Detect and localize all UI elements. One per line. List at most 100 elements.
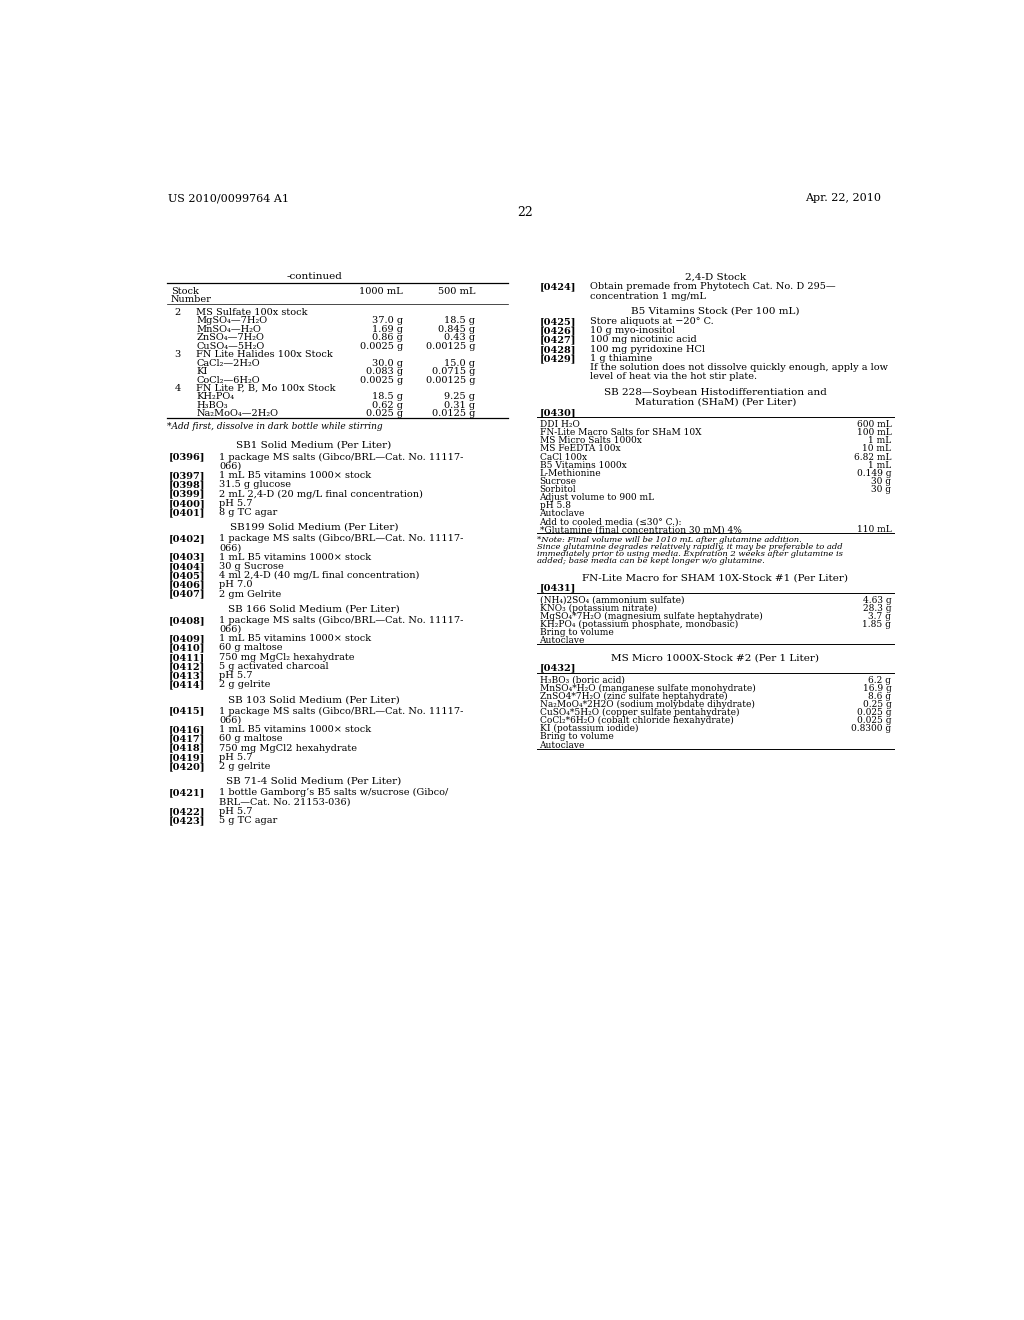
Text: 500 mL: 500 mL xyxy=(437,286,475,296)
Text: 4.63 g: 4.63 g xyxy=(863,595,891,605)
Text: [0397]: [0397] xyxy=(169,471,206,480)
Text: MnSO₄—H₂O: MnSO₄—H₂O xyxy=(197,325,261,334)
Text: [0401]: [0401] xyxy=(169,508,206,517)
Text: 0.00125 g: 0.00125 g xyxy=(426,376,475,384)
Text: 0.149 g: 0.149 g xyxy=(857,469,891,478)
Text: MS Sulfate 100x stock: MS Sulfate 100x stock xyxy=(197,308,307,317)
Text: SB 71-4 Solid Medium (Per Liter): SB 71-4 Solid Medium (Per Liter) xyxy=(226,776,401,785)
Text: ZnSO₄—7H₂O: ZnSO₄—7H₂O xyxy=(197,333,264,342)
Text: FN Lite Halides 100x Stock: FN Lite Halides 100x Stock xyxy=(197,350,333,359)
Text: 1000 mL: 1000 mL xyxy=(359,286,403,296)
Text: 1.69 g: 1.69 g xyxy=(372,325,403,334)
Text: [0423]: [0423] xyxy=(169,816,206,825)
Text: 0.43 g: 0.43 g xyxy=(444,333,475,342)
Text: *Glutamine (final concentration 30 mM) 4%: *Glutamine (final concentration 30 mM) 4… xyxy=(540,525,741,535)
Text: 10 g myo-inositol: 10 g myo-inositol xyxy=(590,326,675,335)
Text: 6.82 mL: 6.82 mL xyxy=(854,453,891,462)
Text: *Add first, dissolve in dark bottle while stirring: *Add first, dissolve in dark bottle whil… xyxy=(167,422,382,430)
Text: Add to cooled media (≤30° C.):: Add to cooled media (≤30° C.): xyxy=(540,517,682,527)
Text: concentration 1 mg/mL: concentration 1 mg/mL xyxy=(590,292,706,301)
Text: H₃BO₃: H₃BO₃ xyxy=(197,401,227,411)
Text: [0418]: [0418] xyxy=(169,743,206,752)
Text: MgSO₄—7H₂O: MgSO₄—7H₂O xyxy=(197,317,267,325)
Text: [0396]: [0396] xyxy=(169,453,206,462)
Text: KNO₃ (potassium nitrate): KNO₃ (potassium nitrate) xyxy=(540,603,656,612)
Text: MgSO₄*7H₂O (magnesium sulfate heptahydrate): MgSO₄*7H₂O (magnesium sulfate heptahydra… xyxy=(540,612,762,620)
Text: 750 mg MgCl2 hexahydrate: 750 mg MgCl2 hexahydrate xyxy=(219,743,357,752)
Text: pH 5.7: pH 5.7 xyxy=(219,807,253,816)
Text: 28.3 g: 28.3 g xyxy=(863,603,891,612)
Text: SB 166 Solid Medium (Per Liter): SB 166 Solid Medium (Per Liter) xyxy=(228,605,400,614)
Text: 60 g maltose: 60 g maltose xyxy=(219,734,283,743)
Text: CaCl 100x: CaCl 100x xyxy=(540,453,587,462)
Text: [0419]: [0419] xyxy=(169,752,206,762)
Text: Number: Number xyxy=(171,294,212,304)
Text: [0411]: [0411] xyxy=(169,653,206,661)
Text: 100 mg pyridoxine HCl: 100 mg pyridoxine HCl xyxy=(590,345,705,354)
Text: [0432]: [0432] xyxy=(540,664,577,672)
Text: BRL—Cat. No. 21153-036): BRL—Cat. No. 21153-036) xyxy=(219,797,351,807)
Text: 1 mL: 1 mL xyxy=(868,437,891,445)
Text: FN-Lite Macro Salts for SHaM 10X: FN-Lite Macro Salts for SHaM 10X xyxy=(540,428,701,437)
Text: 3.7 g: 3.7 g xyxy=(868,612,891,620)
Text: SB 228—Soybean Histodifferentiation and: SB 228—Soybean Histodifferentiation and xyxy=(604,388,827,397)
Text: Bring to volume: Bring to volume xyxy=(540,628,613,638)
Text: pH 5.7: pH 5.7 xyxy=(219,671,253,680)
Text: 066): 066) xyxy=(219,626,242,634)
Text: 0.025 g: 0.025 g xyxy=(857,708,891,717)
Text: 0.00125 g: 0.00125 g xyxy=(426,342,475,351)
Text: 60 g maltose: 60 g maltose xyxy=(219,644,283,652)
Text: CaCl₂—2H₂O: CaCl₂—2H₂O xyxy=(197,359,260,367)
Text: Sorbitol: Sorbitol xyxy=(540,484,577,494)
Text: KI (potassium iodide): KI (potassium iodide) xyxy=(540,725,638,734)
Text: 066): 066) xyxy=(219,544,242,552)
Text: 1 package MS salts (Gibco/BRL—Cat. No. 11117-: 1 package MS salts (Gibco/BRL—Cat. No. 1… xyxy=(219,453,464,462)
Text: [0422]: [0422] xyxy=(169,807,206,816)
Text: If the solution does not dissolve quickly enough, apply a low: If the solution does not dissolve quickl… xyxy=(590,363,888,372)
Text: [0431]: [0431] xyxy=(540,583,575,593)
Text: 3: 3 xyxy=(174,350,180,359)
Text: 2,4-D Stock: 2,4-D Stock xyxy=(685,272,746,281)
Text: 0.083 g: 0.083 g xyxy=(366,367,403,376)
Text: [0427]: [0427] xyxy=(540,335,577,345)
Text: [0420]: [0420] xyxy=(169,762,206,771)
Text: 066): 066) xyxy=(219,462,242,471)
Text: Store aliquots at −20° C.: Store aliquots at −20° C. xyxy=(590,317,714,326)
Text: SB 103 Solid Medium (Per Liter): SB 103 Solid Medium (Per Liter) xyxy=(228,696,400,704)
Text: 30 g Sucrose: 30 g Sucrose xyxy=(219,562,285,570)
Text: KH₂PO₄ (potassium phosphate, monobasic): KH₂PO₄ (potassium phosphate, monobasic) xyxy=(540,620,737,630)
Text: Sucrose: Sucrose xyxy=(540,477,577,486)
Text: 2 gm Gelrite: 2 gm Gelrite xyxy=(219,590,282,598)
Text: H₃BO₃ (boric acid): H₃BO₃ (boric acid) xyxy=(540,676,625,685)
Text: [0421]: [0421] xyxy=(169,788,206,797)
Text: [0428]: [0428] xyxy=(540,345,577,354)
Text: Autoclave: Autoclave xyxy=(540,741,585,750)
Text: [0412]: [0412] xyxy=(169,663,206,671)
Text: 9.25 g: 9.25 g xyxy=(444,392,475,401)
Text: [0414]: [0414] xyxy=(169,681,206,689)
Text: 750 mg MgCl₂ hexahydrate: 750 mg MgCl₂ hexahydrate xyxy=(219,653,355,661)
Text: 0.0025 g: 0.0025 g xyxy=(359,342,403,351)
Text: [0406]: [0406] xyxy=(169,581,206,589)
Text: MS Micro Salts 1000x: MS Micro Salts 1000x xyxy=(540,437,641,445)
Text: pH 5.7: pH 5.7 xyxy=(219,752,253,762)
Text: 0.8300 g: 0.8300 g xyxy=(851,725,891,734)
Text: Na₂MoO₄*2H2O (sodium molybdate dihydrate): Na₂MoO₄*2H2O (sodium molybdate dihydrate… xyxy=(540,700,755,709)
Text: MS FeEDTA 100x: MS FeEDTA 100x xyxy=(540,445,621,454)
Text: [0429]: [0429] xyxy=(540,354,577,363)
Text: 0.845 g: 0.845 g xyxy=(438,325,475,334)
Text: [0404]: [0404] xyxy=(169,562,206,570)
Text: MnSO₄*H₂O (manganese sulfate monohydrate): MnSO₄*H₂O (manganese sulfate monohydrate… xyxy=(540,684,756,693)
Text: Apr. 22, 2010: Apr. 22, 2010 xyxy=(805,193,882,203)
Text: 1 mL B5 vitamins 1000× stock: 1 mL B5 vitamins 1000× stock xyxy=(219,725,372,734)
Text: Adjust volume to 900 mL: Adjust volume to 900 mL xyxy=(540,492,654,502)
Text: 18.5 g: 18.5 g xyxy=(372,392,403,401)
Text: KI: KI xyxy=(197,367,208,376)
Text: 30.0 g: 30.0 g xyxy=(372,359,403,367)
Text: FN Lite P, B, Mo 100x Stock: FN Lite P, B, Mo 100x Stock xyxy=(197,384,336,393)
Text: [0402]: [0402] xyxy=(169,535,206,543)
Text: 2: 2 xyxy=(174,308,180,317)
Text: 1.85 g: 1.85 g xyxy=(862,620,891,630)
Text: 1 bottle Gamborg’s B5 salts w/sucrose (Gibco/: 1 bottle Gamborg’s B5 salts w/sucrose (G… xyxy=(219,788,449,797)
Text: 16.9 g: 16.9 g xyxy=(862,684,891,693)
